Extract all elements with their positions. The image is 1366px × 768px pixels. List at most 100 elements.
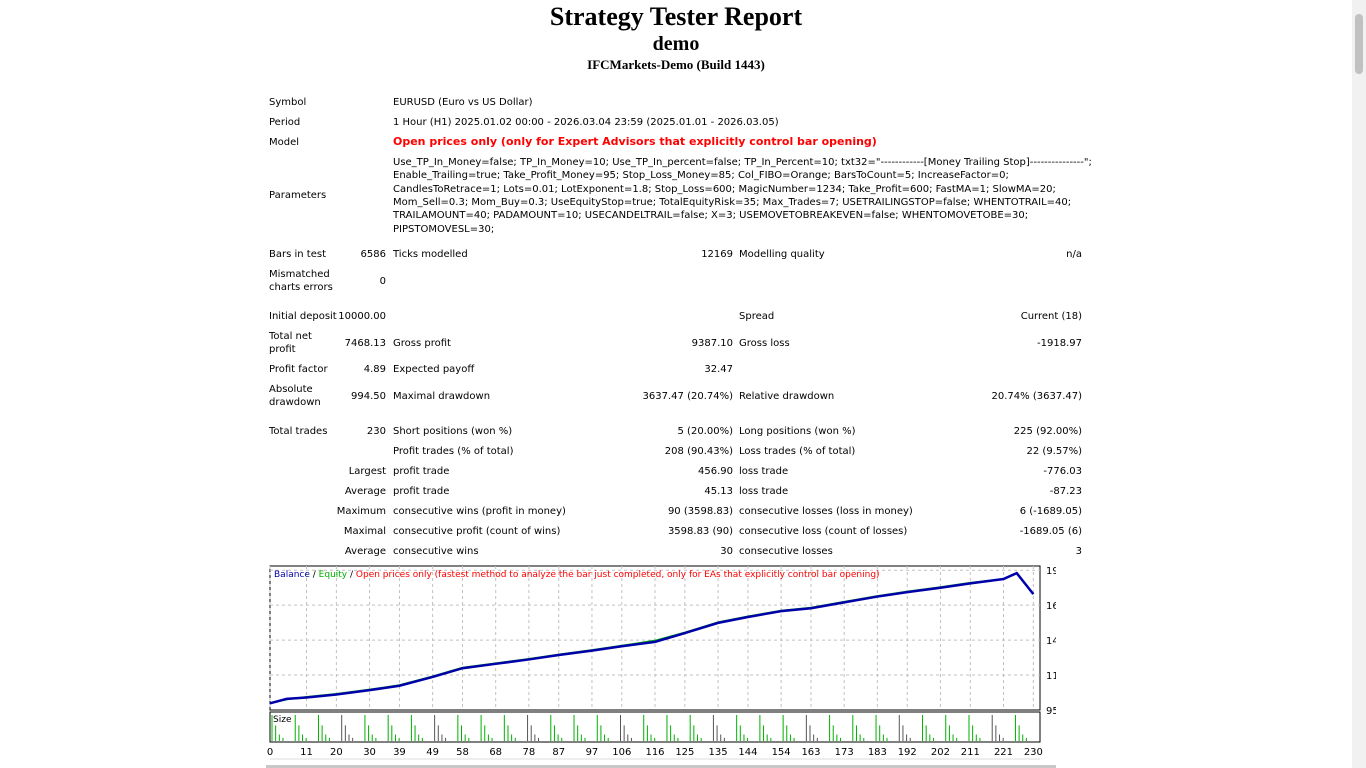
ll: -776.03 — [1043, 466, 1082, 477]
model-label: Model — [269, 137, 300, 148]
parameters-line: Use_TP_In_Money=false; TP_In_Money=10; U… — [393, 157, 1092, 168]
x-tick-label: 211 — [961, 747, 980, 758]
mcp-label: consecutive profit (count of wins) — [393, 526, 561, 537]
chart-legend: Balance / Equity / Open prices only (fas… — [274, 570, 880, 580]
x-tick-label: 87 — [552, 747, 565, 758]
gross-loss-label: Gross loss — [739, 338, 790, 349]
symbol-label: Symbol — [269, 97, 307, 108]
ticks-label: Ticks modelled — [393, 249, 468, 260]
trades-label: Total trades — [269, 426, 328, 437]
quality-label: Modelling quality — [739, 249, 825, 260]
deposit: 10000.00 — [338, 311, 386, 322]
x-tick-label: 30 — [363, 747, 376, 758]
average2-label: Average — [344, 546, 386, 557]
ep: 32.47 — [704, 364, 733, 375]
size-panel-frame — [269, 711, 1041, 743]
average-label: Average — [344, 486, 386, 497]
x-tick-label: 163 — [801, 747, 820, 758]
ll-label: loss trade — [739, 466, 789, 477]
abs: 994.50 — [351, 391, 386, 402]
x-tick-label: 125 — [675, 747, 694, 758]
maxdd-label: Maximal drawdown — [393, 391, 491, 402]
ticks: 12169 — [701, 249, 733, 260]
parameters-line: Mom_Sell=0.3; Mom_Buy=0.3; UseEquityStop… — [393, 196, 1072, 208]
model: Open prices only (only for Expert Adviso… — [393, 135, 877, 148]
reldd: 20.74% (3637.47) — [991, 391, 1082, 402]
lp: 456.90 — [698, 466, 733, 477]
reldd-label: Relative drawdown — [739, 391, 835, 402]
acl-label: consecutive losses — [739, 546, 833, 557]
acw-label: consecutive wins — [393, 546, 479, 557]
x-tick-label: 230 — [1024, 747, 1043, 758]
spread: Current (18) — [1020, 311, 1082, 322]
x-tick-label: 106 — [612, 747, 631, 758]
parameters-line: TRAILAMOUNT=40; PADAMOUNT=10; USECANDELT… — [393, 210, 1029, 222]
mismatch: 0 — [379, 276, 386, 287]
mcw-label: consecutive wins (profit in money) — [393, 506, 566, 517]
legend-balance: Balance — [274, 570, 310, 580]
scrollbar[interactable] — [1352, 0, 1366, 768]
short-label: Short positions (won %) — [393, 426, 513, 437]
ltrades: 22 (9.57%) — [1026, 446, 1082, 457]
mcw: 90 (3598.83) — [667, 506, 733, 517]
x-tick-label: 0 — [267, 747, 273, 758]
parameters-line: CandlesToRetrace=1; Lots=0.01; LotExpone… — [393, 183, 1056, 195]
x-tick-label: 183 — [868, 747, 887, 758]
x-tick-label: 97 — [586, 747, 599, 758]
bars-label: Bars in test — [269, 249, 326, 260]
legend-equity: Equity — [319, 570, 348, 580]
al-label: loss trade — [739, 486, 789, 497]
x-tick-label: 154 — [772, 747, 791, 758]
parameters-label: Parameters — [269, 190, 327, 201]
ltrades-label: Loss trades (% of total) — [739, 446, 856, 457]
mcl: 6 (-1689.05) — [1019, 506, 1082, 517]
maximum-label: Maximum — [336, 506, 386, 517]
period-label: Period — [269, 117, 301, 128]
y-tick-label: 19102 — [1046, 566, 1056, 577]
abs-label2: drawdown — [269, 397, 321, 408]
mclc: -1689.05 (6) — [1019, 526, 1082, 537]
y-tick-label: 14322 — [1046, 636, 1056, 647]
x-tick-label: 221 — [994, 747, 1013, 758]
largest-label: Largest — [348, 466, 386, 477]
deposit-label: Initial deposit — [269, 311, 337, 322]
net-label1: Total net — [269, 331, 312, 342]
x-tick-label: 20 — [330, 747, 343, 758]
ap-label: profit trade — [393, 486, 450, 497]
y-tick-label: 16712 — [1046, 601, 1056, 612]
y-tick-label: 11932 — [1046, 671, 1056, 682]
quality: n/a — [1066, 249, 1082, 260]
ptrades: 208 (90.43%) — [664, 446, 733, 457]
abs-label1: Absolute — [269, 384, 313, 395]
mcl-label: consecutive losses (loss in money) — [739, 506, 913, 517]
gross-profit: 9387.10 — [691, 338, 733, 349]
x-tick-label: 68 — [489, 747, 502, 758]
x-tick-label: 39 — [393, 747, 406, 758]
x-tick-label: 192 — [898, 747, 917, 758]
acl: 3 — [1075, 546, 1082, 557]
net-label2: profit — [269, 344, 296, 355]
ptrades-label: Profit trades (% of total) — [393, 446, 514, 457]
x-tick-label: 49 — [426, 747, 439, 758]
mismatch-label2: charts errors — [269, 282, 333, 293]
trades: 230 — [366, 426, 386, 437]
y-tick-label: 9542 — [1046, 706, 1056, 717]
mclc-label: consecutive loss (count of losses) — [739, 526, 908, 537]
balance-line — [269, 571, 1035, 705]
scrollbar-thumb[interactable] — [1355, 14, 1363, 74]
x-tick-label: 144 — [738, 747, 757, 758]
ap: 45.13 — [704, 486, 733, 497]
short: 5 (20.00%) — [677, 426, 733, 437]
spread-label: Spread — [739, 311, 775, 322]
balance-chart: 19102 16712 14322 11932 9542 0 11 20 30 39 49 58 68 7… — [267, 565, 1056, 760]
symbol: EURUSD (Euro vs US Dollar) — [393, 97, 533, 108]
account-name: demo — [652, 33, 700, 55]
server-name: IFCMarkets-Demo (Build 1443) — [587, 57, 765, 72]
parameters-line: PIPSTOMOVESL=30; — [393, 223, 495, 235]
x-tick-label: 78 — [523, 747, 536, 758]
bars: 6586 — [360, 249, 386, 260]
x-tick-label: 58 — [456, 747, 469, 758]
legend-sep: / — [347, 570, 356, 580]
pf: 4.89 — [363, 364, 386, 375]
report-title: Strategy Tester Report — [549, 2, 803, 31]
